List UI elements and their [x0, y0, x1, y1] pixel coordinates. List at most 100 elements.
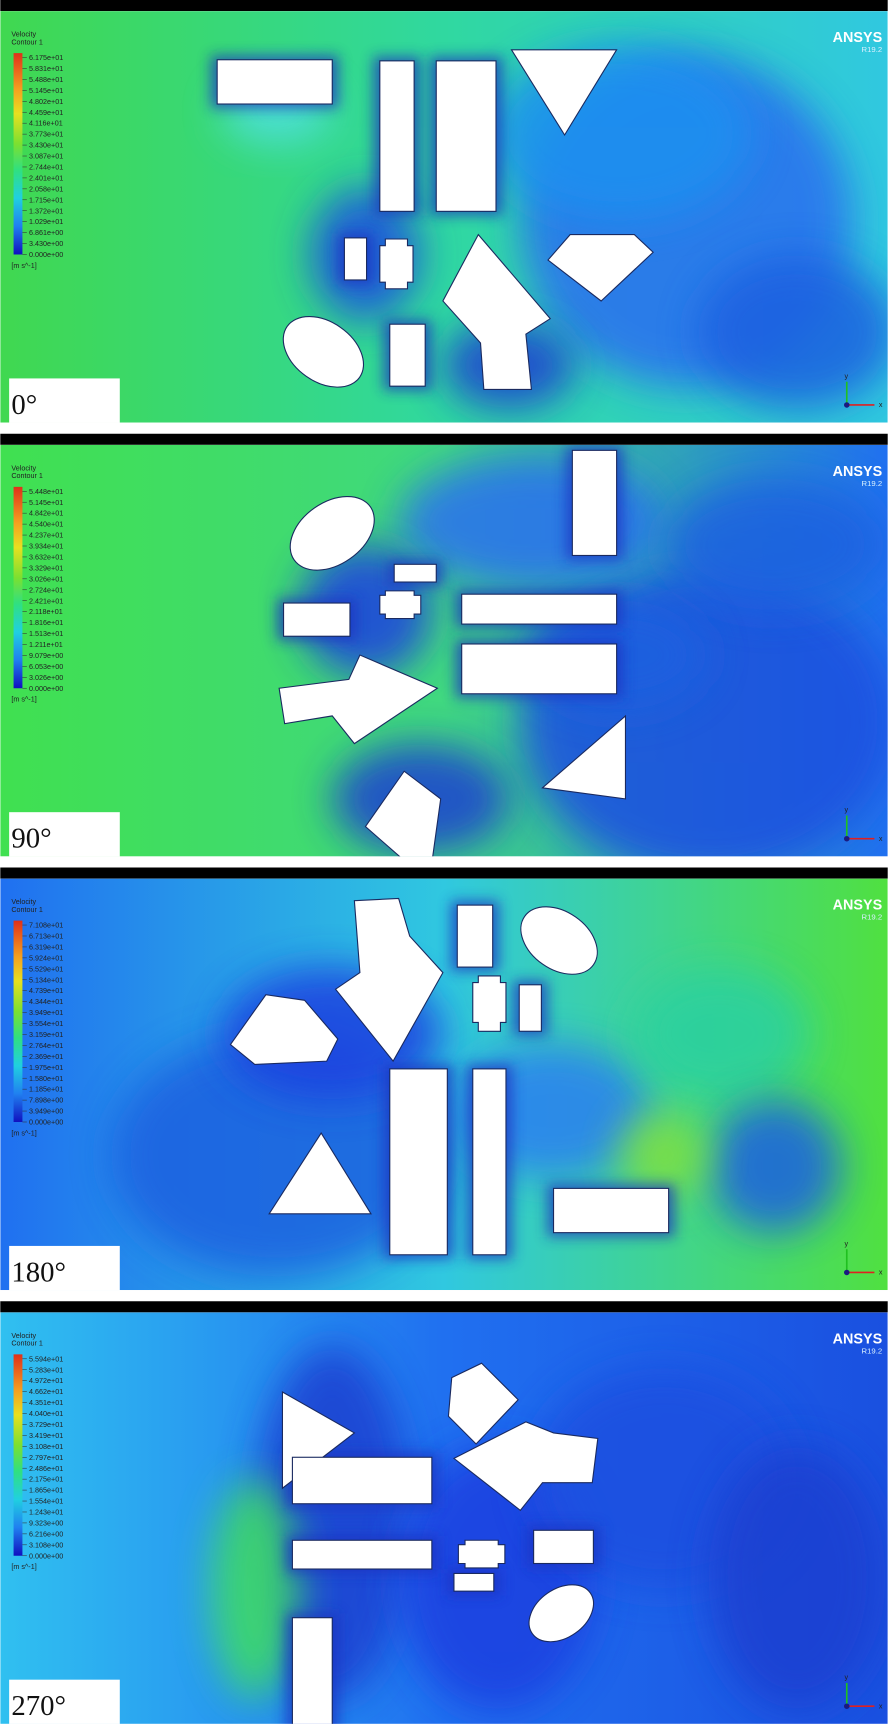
legend-label: 1.185e+01	[29, 1085, 63, 1094]
legend-unit: [m s^-1]	[11, 695, 36, 704]
flow-field	[0, 11, 888, 423]
legend-label: 6.175e+01	[29, 53, 63, 62]
legend-label: 3.108e+00	[29, 1540, 63, 1549]
legend-label: 3.108e+01	[29, 1442, 63, 1451]
legend-label: 3.729e+01	[29, 1420, 63, 1429]
flow-blob	[697, 254, 888, 409]
triad-x-label: x	[879, 1268, 883, 1277]
legend-label: 6.861e+00	[29, 228, 63, 237]
legend-label: 3.087e+01	[29, 152, 63, 161]
legend-label: 5.134e+01	[29, 975, 63, 984]
legend-label: 1.816e+01	[29, 618, 63, 627]
legend-label: 4.842e+01	[29, 509, 63, 518]
legend-label: 3.419e+01	[29, 1431, 63, 1440]
legend-label: 2.797e+01	[29, 1453, 63, 1462]
legend-label: 4.662e+01	[29, 1387, 63, 1396]
legend-label: 3.949e+01	[29, 1008, 63, 1017]
legend-label: 5.283e+01	[29, 1365, 63, 1374]
colorbar	[14, 1354, 23, 1555]
figure: VelocityContour 16.175e+015.831e+015.488…	[0, 0, 888, 1735]
legend-label: 3.554e+01	[29, 1019, 63, 1028]
legend-label: 0.000e+00	[29, 1551, 63, 1560]
legend-label: 3.934e+01	[29, 542, 63, 551]
legend-label: 4.540e+01	[29, 520, 63, 529]
legend-label: 5.448e+01	[29, 487, 63, 496]
colorbar	[14, 921, 23, 1122]
legend-label: 2.175e+01	[29, 1475, 63, 1484]
legend-label: 4.459e+01	[29, 108, 63, 117]
legend-label: 2.058e+01	[29, 184, 63, 193]
gap	[0, 1724, 887, 1735]
building	[572, 450, 616, 555]
legend-unit: [m s^-1]	[11, 261, 36, 270]
building	[458, 1540, 504, 1568]
legend-label: 2.118e+01	[29, 607, 63, 616]
legend-label: 3.026e+01	[29, 574, 63, 583]
legend-label: 1.243e+01	[29, 1508, 63, 1517]
angle-label: 270°	[11, 1690, 66, 1722]
triad-x-label: x	[879, 400, 883, 409]
building	[462, 644, 617, 694]
flow-blob	[708, 1445, 885, 1711]
black-bar	[0, 868, 887, 879]
triad-origin	[844, 1703, 850, 1709]
legend-label: 9.079e+00	[29, 651, 63, 660]
building	[554, 1188, 669, 1232]
legend-label: 3.026e+00	[29, 673, 63, 682]
triad-y-label: y	[845, 1239, 849, 1248]
legend-label: 6.713e+01	[29, 932, 63, 941]
flow-field	[0, 879, 887, 1291]
building	[344, 238, 366, 280]
black-bar	[0, 1301, 887, 1312]
legend-label: 3.430e+00	[29, 239, 63, 248]
colorbar	[14, 53, 23, 254]
legend-label: 3.632e+01	[29, 552, 63, 561]
legend-label: 4.116e+01	[29, 119, 63, 128]
building	[390, 1069, 448, 1255]
flow-field	[0, 445, 888, 877]
legend-label: 3.430e+01	[29, 141, 63, 150]
gap	[0, 856, 887, 867]
legend-label: 5.831e+01	[29, 64, 63, 73]
triad-x-label: x	[879, 1701, 883, 1710]
legend-label: 4.351e+01	[29, 1398, 63, 1407]
building	[436, 61, 496, 211]
triad-y-label: y	[845, 1673, 849, 1682]
building	[473, 1069, 506, 1255]
legend-label: 6.053e+00	[29, 662, 63, 671]
legend-label: 4.237e+01	[29, 531, 63, 540]
page: VelocityContour 16.175e+015.831e+015.488…	[0, 0, 888, 1735]
legend-label: 4.739e+01	[29, 986, 63, 995]
building	[217, 60, 332, 104]
legend-label: 2.764e+01	[29, 1041, 63, 1050]
building	[380, 61, 414, 211]
legend-label: 3.949e+00	[29, 1107, 63, 1116]
legend-label: 0.000e+00	[29, 684, 63, 693]
legend-label: 1.211e+01	[29, 640, 63, 649]
legend-label: 1.513e+01	[29, 629, 63, 638]
legend-label: 2.369e+01	[29, 1052, 63, 1061]
colorbar	[14, 487, 23, 688]
legend-label: 0.000e+00	[29, 250, 63, 259]
building	[462, 594, 617, 624]
legend-label: 4.972e+01	[29, 1376, 63, 1385]
legend-subtitle: Contour 1	[11, 37, 43, 46]
legend-label: 2.486e+01	[29, 1464, 63, 1473]
triad-x-label: x	[879, 834, 883, 843]
building	[519, 985, 541, 1031]
gap	[0, 423, 887, 434]
legend-label: 2.744e+01	[29, 163, 63, 172]
building	[284, 603, 350, 636]
legend-label: 3.773e+01	[29, 130, 63, 139]
building	[394, 564, 436, 582]
legend-label: 3.329e+01	[29, 563, 63, 572]
version: R19.2	[862, 45, 883, 54]
version: R19.2	[862, 479, 883, 488]
legend-label: 1.975e+01	[29, 1063, 63, 1072]
angle-label: 180°	[11, 1256, 66, 1288]
building	[473, 976, 506, 1031]
flow-blob	[631, 967, 808, 1100]
legend-subtitle: Contour 1	[11, 905, 43, 914]
building	[534, 1530, 594, 1563]
